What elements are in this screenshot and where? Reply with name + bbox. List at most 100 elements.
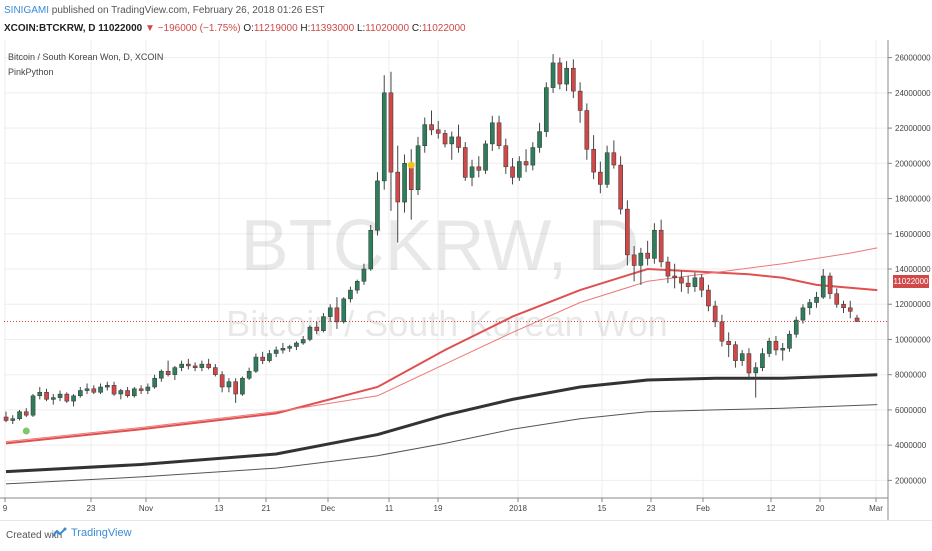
low-label: L: — [356, 23, 366, 34]
candle — [469, 159, 475, 187]
candle — [30, 394, 36, 417]
overlay-ma_red_thin — [5, 247, 878, 443]
candle-body — [435, 129, 441, 134]
candle-body — [23, 411, 29, 416]
candle — [219, 371, 225, 393]
candle-body — [44, 392, 49, 400]
candle — [348, 286, 353, 303]
candle-body — [57, 393, 63, 398]
candle-body — [37, 392, 43, 397]
candle — [395, 145, 401, 243]
candle — [260, 351, 265, 365]
candle — [273, 346, 279, 358]
symbol-label[interactable]: XCOIN:BTCKRW, D — [4, 23, 96, 34]
candle-body — [334, 307, 340, 323]
candle — [557, 57, 563, 90]
candle — [321, 313, 326, 333]
candle-body — [219, 374, 225, 388]
candle — [294, 341, 299, 351]
author-link[interactable]: SINIGAMI — [4, 5, 50, 16]
candle-body — [571, 67, 576, 92]
candle-body — [51, 397, 56, 400]
legend-title[interactable]: Bitcoin / South Korean Won, D, XCOIN — [8, 52, 164, 62]
candle-body — [213, 367, 218, 375]
candle-body — [442, 133, 448, 145]
candle — [645, 240, 650, 266]
signal-dot — [407, 161, 415, 169]
candle — [388, 71, 394, 211]
time-tick-label: 23 — [647, 504, 656, 513]
candle-body — [17, 411, 22, 419]
brand-label: TradingView — [71, 527, 132, 539]
candle-body — [388, 92, 394, 173]
candle-body — [807, 302, 813, 309]
time-tick-label: Dec — [321, 504, 335, 513]
candle — [584, 103, 590, 160]
candle-body — [658, 229, 664, 263]
price-chart[interactable]: BTCKRW, D Bitcoin / South Korean Won 260… — [0, 40, 932, 520]
candle — [611, 140, 617, 169]
candle — [280, 342, 286, 354]
candle — [544, 82, 549, 137]
legend-indicator[interactable]: PinkPython — [8, 67, 54, 77]
candle — [820, 269, 826, 299]
time-tick-label: Mar — [869, 504, 883, 513]
price-tick-label: 22000000 — [895, 124, 931, 133]
candle — [841, 300, 846, 314]
candle — [429, 110, 434, 136]
candle-body — [240, 377, 245, 395]
price-tick-label: 4000000 — [895, 441, 927, 450]
candle-body — [98, 386, 103, 393]
candle-body — [300, 339, 306, 344]
candle-body — [422, 124, 428, 146]
candle — [44, 388, 49, 402]
candle — [118, 388, 124, 400]
candle-body — [503, 145, 509, 168]
open-value: 11219000 — [253, 23, 298, 34]
candle — [503, 138, 509, 174]
candle — [847, 300, 853, 319]
candle — [523, 149, 529, 173]
candle-body — [132, 388, 137, 397]
candle-body — [402, 163, 407, 203]
candle-body — [233, 381, 238, 395]
candle-body — [469, 166, 475, 178]
time-tick-label: 9 — [3, 504, 8, 513]
candle-body — [415, 145, 421, 190]
candle-body — [550, 62, 556, 88]
candle — [300, 335, 306, 345]
candle-body — [267, 353, 272, 361]
candle-body — [327, 307, 333, 317]
candle — [233, 378, 238, 403]
publish-text: published on TradingView.com, February 2… — [49, 5, 325, 16]
price-tick-label: 26000000 — [895, 54, 931, 63]
candle — [739, 350, 745, 366]
time-tick-label: 11 — [385, 504, 394, 513]
candle-body — [280, 348, 286, 351]
candle-body — [685, 282, 691, 287]
candle — [64, 392, 70, 403]
candle — [598, 161, 603, 194]
candle — [3, 411, 9, 423]
candle-body — [672, 275, 677, 279]
candle-body — [854, 317, 860, 322]
candle — [827, 272, 833, 299]
chart-legend: Bitcoin / South Korean Won, D, XCOIN Pin… — [8, 50, 163, 80]
candle-body — [71, 395, 76, 402]
candle — [37, 387, 43, 400]
time-tick-label: 15 — [598, 504, 607, 513]
candle-body — [395, 171, 401, 203]
tradingview-brand[interactable]: TradingView — [52, 527, 132, 539]
candle — [692, 272, 698, 292]
created-with-label: Created with — [6, 530, 63, 541]
publish-info: SINIGAMI published on TradingView.com, F… — [4, 5, 325, 16]
close-value: 11022000 — [421, 23, 466, 34]
time-axis: 9 23 Nov 13 21 Dec 11 19 2018 15 23 Feb 12 20 Mar — [0, 497, 888, 513]
candle-body — [598, 171, 603, 185]
candle — [618, 156, 623, 215]
time-tick-label: 2018 — [509, 504, 527, 513]
candle — [165, 360, 171, 377]
price-tick-label: 16000000 — [895, 230, 931, 239]
candle-body — [125, 390, 130, 397]
